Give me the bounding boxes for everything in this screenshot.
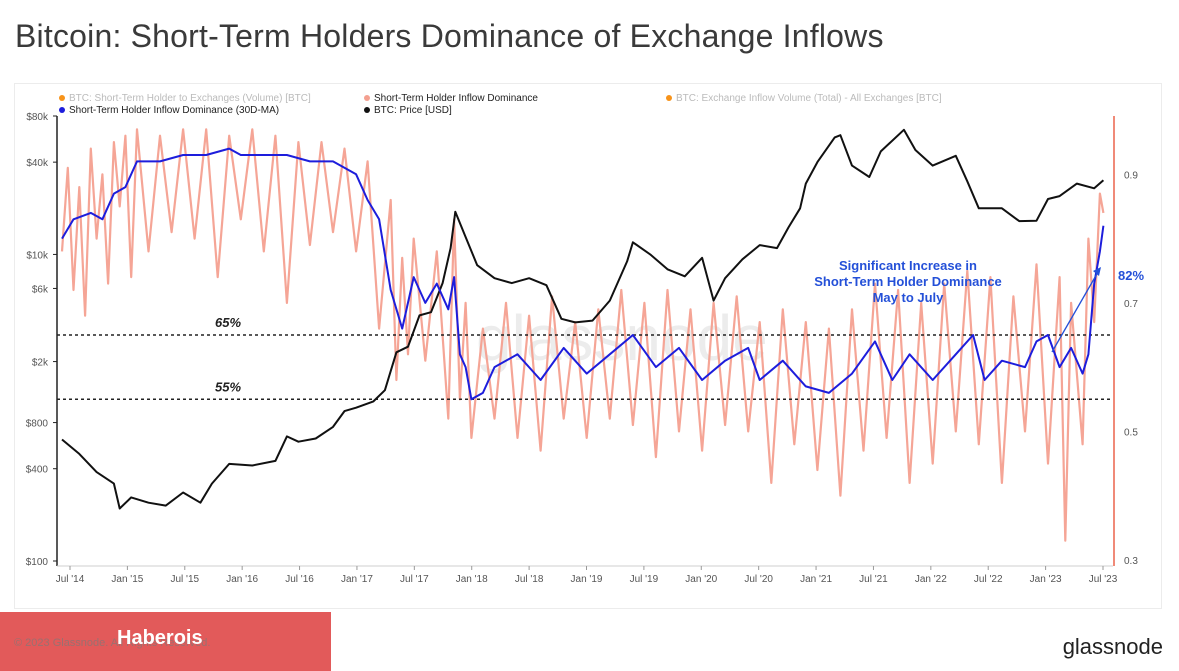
x-tick-label: Jul '15 <box>170 574 199 585</box>
annotation-text: May to July <box>873 290 945 305</box>
watermark-text: glassnode <box>476 302 768 374</box>
legend-swatch <box>364 95 370 101</box>
annotation-text: Short-Term Holder Dominance <box>814 274 1002 289</box>
x-tick-label: Jan '17 <box>341 574 373 585</box>
chart-frame <box>14 83 1162 609</box>
x-tick-label: Jan '16 <box>226 574 258 585</box>
x-tick-label: Jul '23 <box>1089 574 1118 585</box>
x-tick-label: Jul '14 <box>56 574 85 585</box>
axes: $80k $40k $10k $6k $2k $800 $400 $100 0.9 0.7 0.5 0… <box>26 112 1139 585</box>
x-tick-label: Jul '19 <box>630 574 659 585</box>
x-tick-label: Jul '18 <box>515 574 544 585</box>
legend-label: BTC: Short-Term Holder to Exchanges (Vol… <box>69 93 311 104</box>
legend-label: BTC: Price [USD] <box>374 105 452 116</box>
copyright-text: © 2023 Glassnode. All Rights Reserved. <box>14 637 211 649</box>
y-left-tick-label: $40k <box>26 158 49 169</box>
page-title: Bitcoin: Short-Term Holders Dominance of… <box>15 18 884 54</box>
y-left-tick-label: $80k <box>26 112 49 123</box>
price-line <box>61 128 1105 510</box>
y-right-tick-label: 0.7 <box>1124 299 1138 310</box>
brand-banner-text: Haberois <box>117 627 203 649</box>
x-tick-label: Jul '21 <box>859 574 888 585</box>
y-left-tick-label: $6k <box>32 284 49 295</box>
x-tick-label: Jan '20 <box>685 574 717 585</box>
legend: BTC: Short-Term Holder to Exchanges (Vol… <box>59 93 942 116</box>
y-right-tick-label: 0.3 <box>1124 556 1138 567</box>
legend-label: BTC: Exchange Inflow Volume (Total) - Al… <box>676 93 942 104</box>
chart-area: BTC: Short-Term Holder to Exchanges (Vol… <box>26 93 1145 585</box>
legend-swatch <box>59 107 65 113</box>
x-tick-label: Jan '15 <box>111 574 143 585</box>
dominance-ma-line <box>61 147 1105 401</box>
reference-line-label: 55% <box>215 379 241 394</box>
legend-swatch <box>364 107 370 113</box>
dominance-ma-series <box>61 147 1105 401</box>
y-right-tick-label: 0.5 <box>1124 427 1138 438</box>
legend-swatch <box>59 95 65 101</box>
x-tick-label: Jul '22 <box>974 574 1003 585</box>
legend-swatch <box>666 95 672 101</box>
reference-lines: 65% 55% <box>57 315 1113 401</box>
annotation-arrow-head <box>1093 267 1101 276</box>
x-tick-label: Jan '22 <box>915 574 947 585</box>
legend-label: Short-Term Holder Inflow Dominance <box>374 93 538 104</box>
x-tick-label: Jul '16 <box>285 574 314 585</box>
y-left-tick-label: $800 <box>26 419 49 430</box>
reference-line-label: 65% <box>215 315 241 330</box>
x-tick-label: Jan '19 <box>571 574 603 585</box>
brand-banner <box>0 612 331 671</box>
annotation-arrow-line <box>1051 271 1099 353</box>
annotation-text: Significant Increase in <box>839 258 977 273</box>
y-left-tick-label: $400 <box>26 465 49 476</box>
end-value-label: 82% <box>1118 268 1144 283</box>
y-left-tick-label: $10k <box>26 250 49 261</box>
dominance-raw-series <box>60 128 1105 542</box>
x-tick-label: Jul '20 <box>744 574 773 585</box>
y-left-tick-label: $100 <box>26 557 49 568</box>
legend-label: Short-Term Holder Inflow Dominance (30D-… <box>69 105 279 116</box>
y-right-tick-label: 0.9 <box>1124 170 1138 181</box>
y-left-tick-label: $2k <box>32 358 49 369</box>
x-tick-label: Jan '23 <box>1030 574 1062 585</box>
x-tick-label: Jan '21 <box>800 574 832 585</box>
dominance-raw-line <box>60 128 1105 542</box>
glassnode-logo: glassnode <box>1062 634 1163 659</box>
price-series <box>61 128 1105 510</box>
x-tick-label: Jan '18 <box>456 574 488 585</box>
x-tick-label: Jul '17 <box>400 574 429 585</box>
